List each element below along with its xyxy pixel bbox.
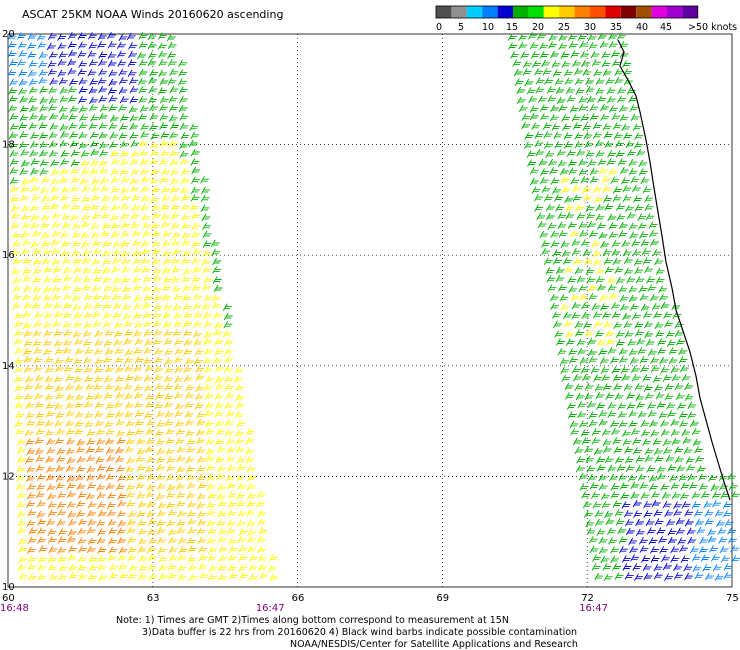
note-line-2: 3)Data buffer is 22 hrs from 20160620 4)… [142, 627, 578, 638]
longitude-labels: 60 63 66 69 72 75 [2, 593, 739, 604]
legend-swatch [543, 6, 560, 18]
legend-swatch [620, 6, 637, 18]
map-title: ASCAT 25KM NOAA Winds 20160620 ascending [22, 8, 284, 21]
wind-barbs [7, 31, 740, 582]
legend-swatch [513, 6, 529, 18]
legend-swatch [590, 6, 606, 18]
legend-label: 35 [610, 22, 622, 33]
legend-swatch [682, 6, 698, 18]
legend-label: 40 [636, 22, 648, 33]
speed-legend: 0 5 10 15 20 25 30 35 40 45 >50 knots [435, 5, 737, 33]
lon-tick-label: 66 [292, 593, 305, 604]
legend-label: 20 [532, 22, 544, 33]
latitude-labels: 20 18 16 14 12 10 [2, 29, 15, 593]
legend-swatch [497, 6, 513, 18]
lon-tick-label: 75 [726, 593, 739, 604]
legend-label: 5 [458, 22, 464, 33]
pass-time-label: 16:47 [579, 603, 608, 614]
legend-label: 10 [482, 22, 494, 33]
pass-time-label: 16:47 [256, 603, 285, 614]
legend-swatch [466, 6, 483, 18]
lat-tick-label: 10 [2, 582, 15, 593]
legend-swatch [574, 6, 590, 18]
legend-swatch [667, 6, 683, 18]
legend-swatch [451, 6, 467, 18]
note-line-3: NOAA/NESDIS/Center for Satellite Applica… [290, 639, 578, 650]
lat-tick-label: 18 [2, 140, 15, 151]
legend-label: 15 [506, 22, 518, 33]
legend-swatch [482, 6, 498, 18]
legend-label: 0 [436, 22, 442, 33]
legend-label: 25 [558, 22, 570, 33]
lat-tick-label: 20 [2, 29, 15, 40]
pass-time-label: 16:48 [0, 603, 29, 614]
lon-tick-label: 69 [436, 593, 449, 604]
lon-tick-label: 60 [2, 593, 15, 604]
legend-label: 45 [660, 22, 672, 33]
note-line-1: Note: 1) Times are GMT 2)Times along bot… [116, 615, 509, 626]
plot-frame [7, 33, 733, 588]
legend-label: 30 [584, 22, 596, 33]
lat-tick-label: 16 [2, 250, 15, 261]
legend-swatch [605, 6, 621, 18]
lat-tick-label: 12 [2, 471, 15, 482]
legend-swatch [636, 6, 652, 18]
legend-label: >50 knots [688, 22, 737, 33]
legend-swatch [528, 6, 544, 18]
lon-tick-label: 63 [147, 593, 160, 604]
legend-swatch [436, 6, 452, 18]
legend-swatch [651, 6, 667, 18]
coastline [617, 39, 731, 501]
legend-swatch [559, 6, 575, 18]
lat-tick-label: 14 [2, 361, 15, 372]
pass-times: 16:48 16:47 16:47 [0, 603, 608, 614]
lon-tick-label: 72 [581, 593, 594, 604]
